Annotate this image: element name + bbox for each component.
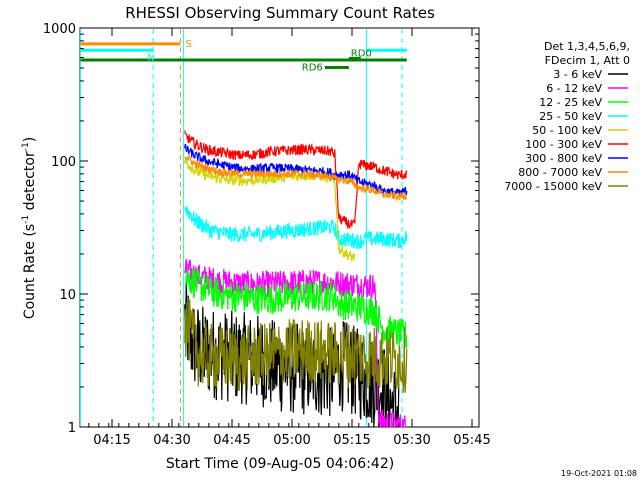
series-line: [184, 297, 408, 393]
legend: Det 1,3,4,5,6,9,FDecim 1, Att 03 - 6 keV…: [504, 40, 630, 193]
y-tick-label: 100: [51, 155, 76, 170]
x-tick-label: 05:45: [453, 433, 490, 448]
series-line: [184, 258, 407, 428]
legend-label: 25 - 50 keV: [539, 110, 602, 123]
y-axis-label-tail: detector: [22, 151, 38, 215]
y-tick-label: 1: [68, 421, 76, 436]
legend-label: 3 - 6 keV: [553, 68, 602, 81]
y-tick-label: 1000: [43, 22, 76, 37]
series-line: [184, 154, 408, 202]
y-axis-label-sup: -1: [21, 215, 31, 224]
status-bars: S N RD6 RD0: [80, 39, 407, 73]
legend-label: 100 - 300 keV: [525, 138, 602, 151]
y-axis-label-sup2: -1: [21, 142, 31, 151]
legend-header: FDecim 1, Att 0: [545, 54, 630, 67]
legend-label: 50 - 100 keV: [532, 124, 602, 137]
x-tick-label: 05:30: [393, 433, 430, 448]
instrument-state-lines: [79, 29, 403, 426]
legend-label: 7000 - 15000 keV: [504, 180, 602, 193]
x-axis-label: Start Time (09-Aug-05 04:06:42): [166, 456, 394, 472]
axes-ticks: 04:15 04:30 04:45 05:00 05:15 05:30 05:45 1 10 10…: [43, 22, 491, 448]
y-axis-label-close: ): [22, 137, 38, 142]
legend-label: 300 - 800 keV: [525, 152, 602, 165]
footer-date: 19-Oct-2021 01:08: [561, 469, 637, 478]
series-lines: [184, 130, 408, 428]
series-line: [184, 268, 408, 349]
x-tick-label: 05:15: [333, 433, 370, 448]
x-tick-label: 04:30: [153, 433, 190, 448]
status-bar-label-rd0: RD0: [351, 48, 372, 59]
x-tick-label: 04:45: [213, 433, 250, 448]
legend-label: 12 - 25 keV: [539, 96, 602, 109]
legend-header: Det 1,3,4,5,6,9,: [544, 40, 630, 53]
y-axis-label-main: Count Rate (s: [22, 224, 38, 319]
status-bar-label-rd6: RD6: [302, 62, 323, 73]
legend-label: 800 - 7000 keV: [518, 166, 602, 179]
status-bar-label-n: N: [147, 52, 154, 63]
y-tick-label: 10: [59, 288, 76, 303]
x-tick-label: 05:00: [273, 433, 310, 448]
x-tick-label: 04:15: [93, 433, 130, 448]
series-line: [184, 206, 408, 250]
y-axis-label: Count Rate (s-1 detector-1): [21, 137, 38, 319]
series-line: [184, 130, 408, 230]
legend-label: 6 - 12 keV: [546, 82, 602, 95]
chart-title: RHESSI Observing Summary Count Rates: [125, 4, 435, 22]
status-bar-label-s: S: [185, 39, 191, 50]
